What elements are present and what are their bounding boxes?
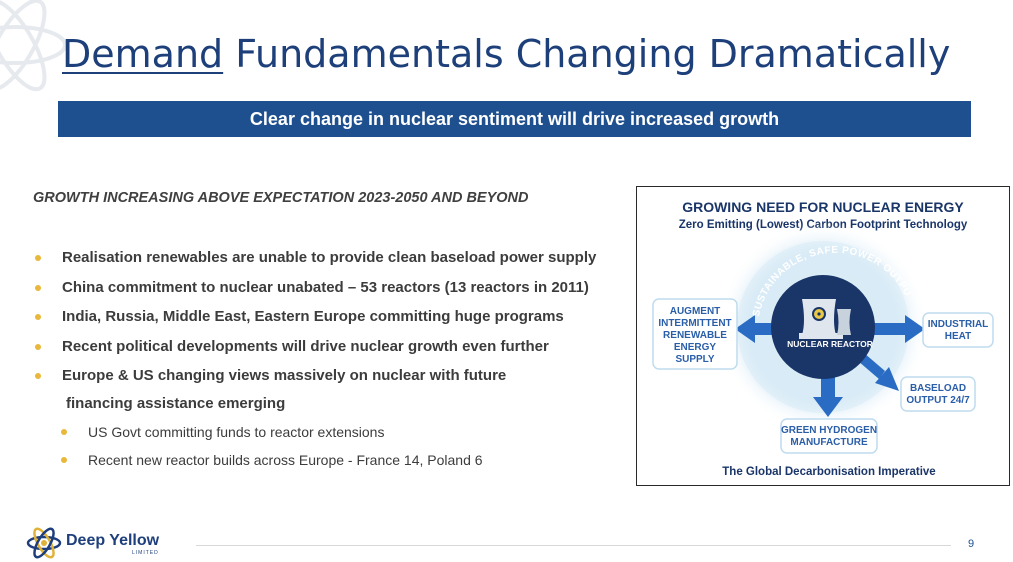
bullet-dot-icon <box>35 255 41 261</box>
bullet-text: China commitment to nuclear unabated – 5… <box>62 278 589 296</box>
bottom-right-box <box>900 376 976 412</box>
reactor-icon <box>799 299 851 339</box>
page-number: 9 <box>968 538 975 550</box>
diagram-title: GROWING NEED FOR NUCLEAR ENERGY <box>682 199 964 215</box>
right-box-line: INDUSTRIAL <box>928 319 989 330</box>
bullet-item: India, Russia, Middle East, Eastern Euro… <box>33 307 633 337</box>
logo-name: Deep Yellow <box>66 532 160 549</box>
bullet-text: Realisation renewables are unable to pro… <box>62 249 597 266</box>
right-box <box>922 312 994 348</box>
bullet-item: Realisation renewables are unable to pro… <box>33 248 633 278</box>
atom-background-icon <box>0 0 67 92</box>
left-box <box>652 298 738 370</box>
bullet-dot-icon <box>35 373 41 379</box>
sub-bullet-text: Recent new reactor builds across Europe … <box>88 452 483 468</box>
bullet-dot-icon <box>35 343 41 350</box>
bullet-continuation: financing assistance emerging <box>33 394 633 422</box>
section-subheading: GROWTH INCREASING ABOVE EXPECTATION 2023… <box>33 190 529 206</box>
company-logo: Deep Yellow LIMITED <box>26 526 166 560</box>
title-underlined-word: Demand <box>62 32 224 76</box>
bullet-dot-icon <box>61 457 67 463</box>
footer-divider <box>196 545 951 546</box>
left-box-line: AUGMENT <box>670 306 721 317</box>
right-box-line: HEAT <box>945 331 971 342</box>
bottom-right-box-line: BASELOAD <box>910 383 966 394</box>
subtitle-banner: Clear change in nuclear sentiment will d… <box>58 101 971 137</box>
atom-logo-icon <box>26 527 62 559</box>
diagram-footer: The Global Decarbonisation Imperative <box>722 466 935 478</box>
bottom-box <box>780 418 878 454</box>
banner-text: Clear change in nuclear sentiment will d… <box>249 108 780 129</box>
bullet-list: Realisation renewables are unable to pro… <box>33 248 633 478</box>
bullet-item: Recent political developments will drive… <box>33 337 633 367</box>
logo-sub: LIMITED <box>132 550 159 556</box>
left-box-line: SUPPLY <box>675 354 714 365</box>
bottom-box-line: GREEN HYDROGEN <box>781 425 877 436</box>
bullet-text: Recent political developments will drive… <box>62 337 549 355</box>
nuclear-energy-diagram: GROWING NEED FOR NUCLEAR ENERGY Zero Emi… <box>636 186 1010 486</box>
bullet-dot-icon <box>35 314 41 320</box>
bullet-item: China commitment to nuclear unabated – 5… <box>33 278 633 308</box>
sub-bullet-item: US Govt committing funds to reactor exte… <box>33 422 633 450</box>
bullet-text: financing assistance emerging <box>66 395 286 412</box>
page-title: Demand Fundamentals Changing Dramaticall… <box>62 32 950 76</box>
bottom-box-line: MANUFACTURE <box>790 437 868 448</box>
bullet-text: India, Russia, Middle East, Eastern Euro… <box>62 308 564 325</box>
bottom-right-box-line: OUTPUT 24/7 <box>906 395 970 406</box>
sub-bullet-item: Recent new reactor builds across Europe … <box>33 450 633 478</box>
bullet-item: Europe & US changing views massively on … <box>33 366 633 394</box>
diagram-canvas: GROWING NEED FOR NUCLEAR ENERGY Zero Emi… <box>637 187 994 478</box>
left-box-line: ENERGY <box>674 342 717 353</box>
sub-bullet-text: US Govt committing funds to reactor exte… <box>88 424 385 440</box>
bullet-dot-icon <box>35 284 41 291</box>
left-box-line: INTERMITTENT <box>658 318 731 329</box>
bullet-dot-icon <box>61 429 67 435</box>
bullet-text: Europe & US changing views massively on … <box>62 367 507 384</box>
center-label: NUCLEAR REACTOR <box>787 339 873 349</box>
left-box-line: RENEWABLE <box>663 330 727 341</box>
title-rest: Fundamentals Changing Dramatically <box>223 32 951 76</box>
